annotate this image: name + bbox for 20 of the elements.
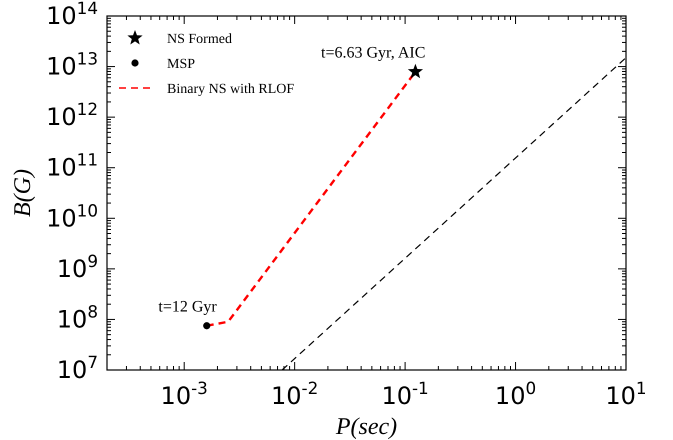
y-tick-label: 10$^{11}$ <box>46 150 98 182</box>
x-tick-label: 10$^{-2}$ <box>271 378 318 410</box>
y-tick-label: 10$^{8}$ <box>56 301 98 334</box>
y-tick-label: 10$^{14}$ <box>46 0 98 30</box>
x-tick-label: 10$^{-1}$ <box>381 378 429 410</box>
y-tick-label: 10$^{7}$ <box>56 352 98 384</box>
y-axis-title: B(G) <box>10 169 36 217</box>
y-tick-label: 10$^{10}$ <box>46 200 98 232</box>
x-tick-label: 10$^{0}$ <box>494 378 536 410</box>
y-tick-label: 10$^{12}$ <box>46 99 98 132</box>
legend-label: NS Formed <box>167 32 232 47</box>
legend-label: Binary NS with RLOF <box>167 82 294 97</box>
annotation: t=12 Gyr <box>158 298 218 316</box>
y-tick-label: 10$^{13}$ <box>46 48 98 81</box>
legend-label: MSP <box>167 57 196 72</box>
y-tick-label: 10$^{9}$ <box>56 250 98 283</box>
x-axis-title: P(sec) <box>334 414 398 440</box>
x-tick-label: 10$^{-3}$ <box>160 378 208 410</box>
x-tick-label: 10$^{1}$ <box>605 378 647 410</box>
annotation: t=6.63 Gyr, AIC <box>321 44 426 62</box>
